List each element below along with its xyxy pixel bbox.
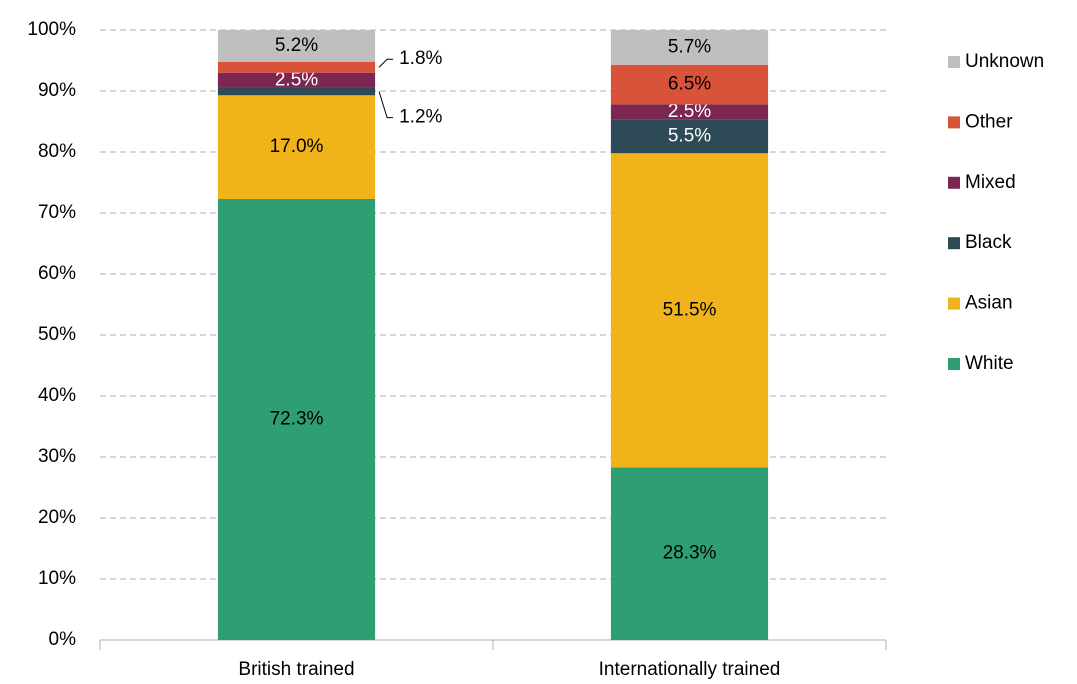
data-label: 2.5% (275, 69, 318, 90)
x-tick-label: British trained (238, 659, 354, 680)
legend-swatch (948, 176, 960, 189)
y-tick-label: 100% (27, 19, 76, 40)
y-tick-label: 0% (49, 629, 77, 650)
x-tick-label: Internationally trained (599, 659, 781, 680)
y-tick-label: 10% (38, 568, 76, 589)
data-label: 5.5% (668, 125, 711, 146)
legend-label: White (965, 353, 1014, 374)
bar-segment (610, 119, 769, 154)
bar-segment (217, 72, 376, 88)
data-label: 6.5% (668, 74, 711, 95)
bar-segment (217, 30, 376, 62)
data-label: 5.2% (275, 35, 318, 56)
legend-swatch (948, 358, 960, 370)
legend-label: Mixed (965, 172, 1016, 193)
y-tick-label: 90% (38, 80, 76, 101)
bar-segment (610, 30, 769, 65)
data-label: 5.7% (668, 36, 711, 57)
data-label: 51.5% (663, 299, 717, 320)
y-tick-label: 30% (38, 446, 76, 467)
y-tick-label: 50% (38, 324, 76, 345)
bar-segment (217, 87, 376, 96)
data-label: 2.5% (668, 101, 711, 122)
bar-segment (217, 198, 376, 640)
bar-segment (610, 153, 769, 468)
legend-label: Other (965, 111, 1013, 132)
leader-line (378, 91, 394, 119)
leader-line (378, 58, 394, 68)
bar-segment (217, 61, 376, 73)
legend-label: Unknown (965, 51, 1044, 72)
legend-label: Asian (965, 293, 1013, 314)
y-tick-label: 60% (38, 263, 76, 284)
bar-segment (610, 104, 769, 120)
bar-segment (610, 467, 769, 640)
y-tick-label: 70% (38, 202, 76, 223)
legend-swatch (948, 237, 960, 250)
y-tick-label: 80% (38, 141, 76, 162)
data-label: 72.3% (270, 409, 324, 430)
y-tick-label: 40% (38, 385, 76, 406)
data-label: 28.3% (663, 543, 717, 564)
legend-swatch (948, 297, 960, 310)
data-label: 17.0% (270, 136, 324, 157)
data-label: 1.2% (399, 107, 442, 128)
data-label: 1.8% (399, 48, 442, 69)
y-tick-label: 20% (38, 507, 76, 528)
legend-swatch (948, 56, 960, 68)
legend-swatch (948, 116, 960, 129)
bar-segment (610, 64, 769, 105)
bar-segment (217, 95, 376, 199)
legend-label: Black (965, 232, 1012, 253)
